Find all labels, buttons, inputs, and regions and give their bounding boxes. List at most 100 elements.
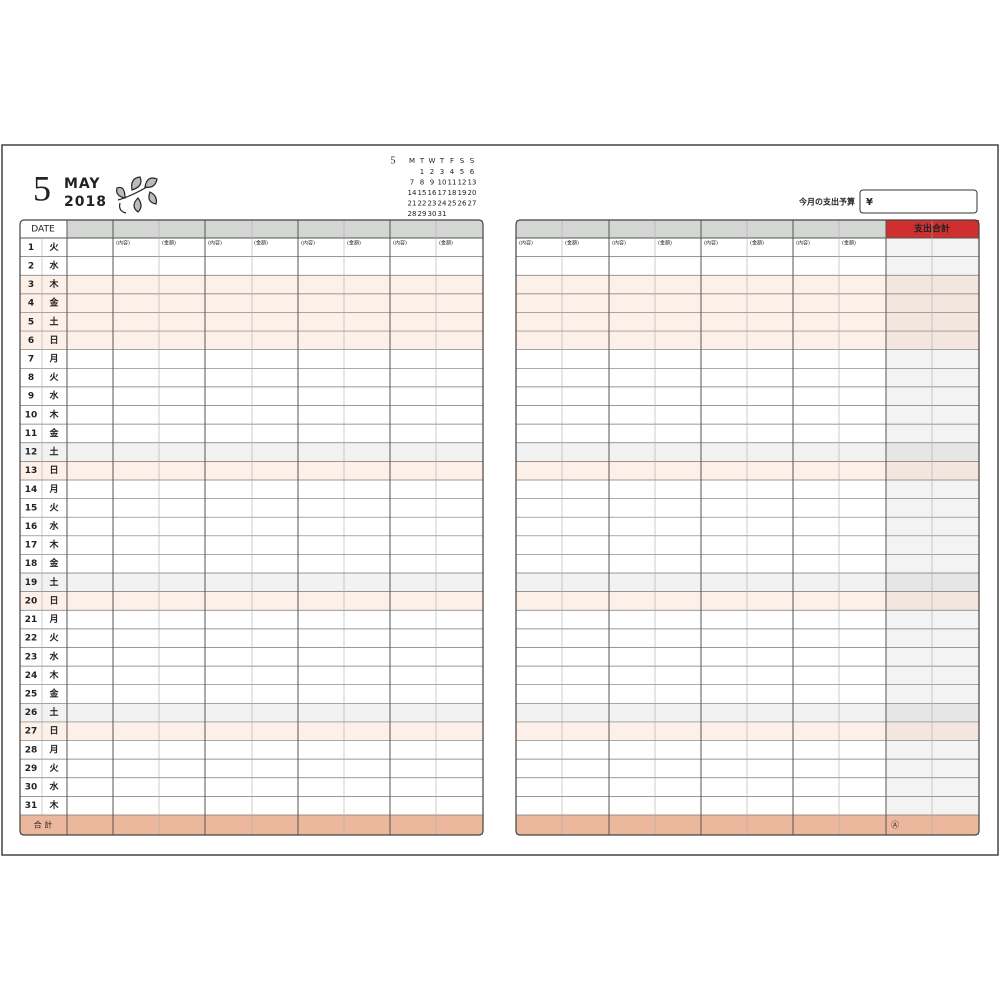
header-cell bbox=[793, 220, 886, 238]
total-cell-bg bbox=[886, 312, 979, 332]
weekday: 水 bbox=[49, 650, 59, 662]
total-cell-bg bbox=[886, 517, 979, 536]
row-bg bbox=[516, 479, 979, 499]
weekday: 土 bbox=[49, 576, 58, 588]
weekday: 金 bbox=[48, 427, 59, 439]
row-bg bbox=[20, 796, 483, 815]
day-number: 11 bbox=[25, 429, 38, 439]
weekday: 金 bbox=[48, 688, 59, 700]
row-bg bbox=[20, 554, 483, 574]
total-cell-bg bbox=[886, 293, 979, 313]
row-bg bbox=[20, 293, 483, 313]
column-label: (内容) bbox=[796, 240, 810, 247]
column-label: (金額) bbox=[254, 240, 268, 247]
currency: ¥ bbox=[866, 197, 873, 208]
day-number: 5 bbox=[28, 317, 34, 327]
table-border bbox=[515, 219, 980, 836]
row-bg bbox=[20, 256, 483, 276]
row-bg bbox=[516, 554, 979, 574]
mini-weekday: F bbox=[450, 157, 454, 165]
row-bg bbox=[516, 573, 979, 592]
row-bg bbox=[20, 368, 483, 387]
total-cell-bg bbox=[886, 238, 979, 257]
mini-date: 27 bbox=[468, 200, 477, 208]
total-cell-bg bbox=[886, 275, 979, 294]
row-bg bbox=[516, 331, 979, 350]
mini-date: 22 bbox=[418, 200, 427, 208]
total-cell-bg bbox=[886, 591, 979, 611]
weekday: 月 bbox=[48, 353, 58, 364]
total-cell-bg bbox=[886, 368, 979, 387]
day-number: 26 bbox=[25, 708, 38, 718]
day-number: 24 bbox=[25, 671, 38, 681]
mini-date: 16 bbox=[428, 189, 437, 197]
total-label: 合 計 bbox=[34, 820, 53, 830]
day-number: 13 bbox=[25, 466, 38, 476]
day-number: 10 bbox=[25, 410, 38, 420]
mini-date: 4 bbox=[450, 168, 455, 176]
row-bg bbox=[20, 405, 483, 425]
day-number: 16 bbox=[25, 522, 38, 532]
mini-date: 3 bbox=[440, 168, 444, 176]
total-cell-bg bbox=[886, 684, 979, 704]
row-bg bbox=[516, 666, 979, 685]
row-bg bbox=[20, 573, 483, 592]
mini-date: 25 bbox=[448, 200, 457, 208]
day-number: 17 bbox=[25, 541, 38, 551]
total-cell-bg bbox=[886, 721, 979, 741]
weekday: 火 bbox=[49, 502, 59, 513]
total-cell-bg bbox=[886, 405, 979, 425]
row-bg bbox=[516, 312, 979, 332]
weekday: 月 bbox=[48, 614, 58, 625]
total-cell-bg bbox=[886, 386, 979, 406]
weekday: 月 bbox=[48, 744, 58, 755]
table-border bbox=[19, 219, 484, 836]
row-bg bbox=[516, 610, 979, 629]
mini-date: 11 bbox=[448, 179, 457, 187]
weekday: 火 bbox=[49, 242, 59, 253]
day-number: 4 bbox=[28, 299, 34, 309]
day-number: 7 bbox=[28, 354, 34, 364]
mini-date: 15 bbox=[418, 189, 427, 197]
total-cell-bg bbox=[886, 479, 979, 499]
mini-weekday: S bbox=[470, 157, 475, 165]
row-bg bbox=[20, 424, 483, 443]
total-cell-bg bbox=[886, 740, 979, 760]
mini-weekday: S bbox=[460, 157, 465, 165]
day-number: 28 bbox=[25, 745, 38, 755]
row-bg bbox=[516, 461, 979, 480]
row-bg bbox=[20, 442, 483, 462]
mini-date: 30 bbox=[428, 210, 437, 218]
month-number: 5 bbox=[33, 168, 51, 208]
row-bg bbox=[516, 368, 979, 387]
row-bg bbox=[516, 405, 979, 425]
header-cell bbox=[886, 220, 979, 238]
day-number: 9 bbox=[28, 392, 34, 402]
weekday: 日 bbox=[49, 465, 58, 476]
row-bg bbox=[516, 759, 979, 778]
total-cell-bg bbox=[886, 777, 979, 797]
mini-date: 6 bbox=[470, 168, 475, 176]
day-number: 25 bbox=[25, 690, 38, 700]
row-bg bbox=[20, 517, 483, 536]
row-bg bbox=[516, 275, 979, 294]
row-bg bbox=[516, 647, 979, 667]
row-bg bbox=[20, 461, 483, 480]
leaf-illustration bbox=[116, 176, 158, 214]
weekday: 水 bbox=[49, 390, 59, 402]
day-number: 12 bbox=[25, 448, 38, 458]
weekday: 水 bbox=[49, 520, 59, 532]
total-cell-bg bbox=[886, 256, 979, 276]
day-number: 15 bbox=[25, 503, 38, 513]
weekday: 火 bbox=[49, 372, 59, 383]
mini-date: 29 bbox=[418, 210, 427, 218]
mini-date: 17 bbox=[438, 189, 447, 197]
mini-date: 28 bbox=[408, 210, 417, 218]
year: 2018 bbox=[64, 194, 107, 210]
row-bg bbox=[20, 721, 483, 741]
row-bg bbox=[516, 684, 979, 704]
total-cell-bg bbox=[886, 703, 979, 722]
row-bg bbox=[516, 517, 979, 536]
mini-date: 23 bbox=[428, 200, 437, 208]
